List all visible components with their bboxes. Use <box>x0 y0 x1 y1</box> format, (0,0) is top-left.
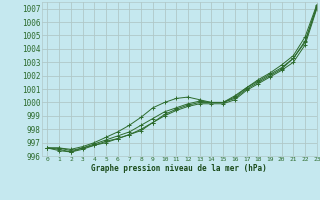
X-axis label: Graphe pression niveau de la mer (hPa): Graphe pression niveau de la mer (hPa) <box>91 164 267 173</box>
